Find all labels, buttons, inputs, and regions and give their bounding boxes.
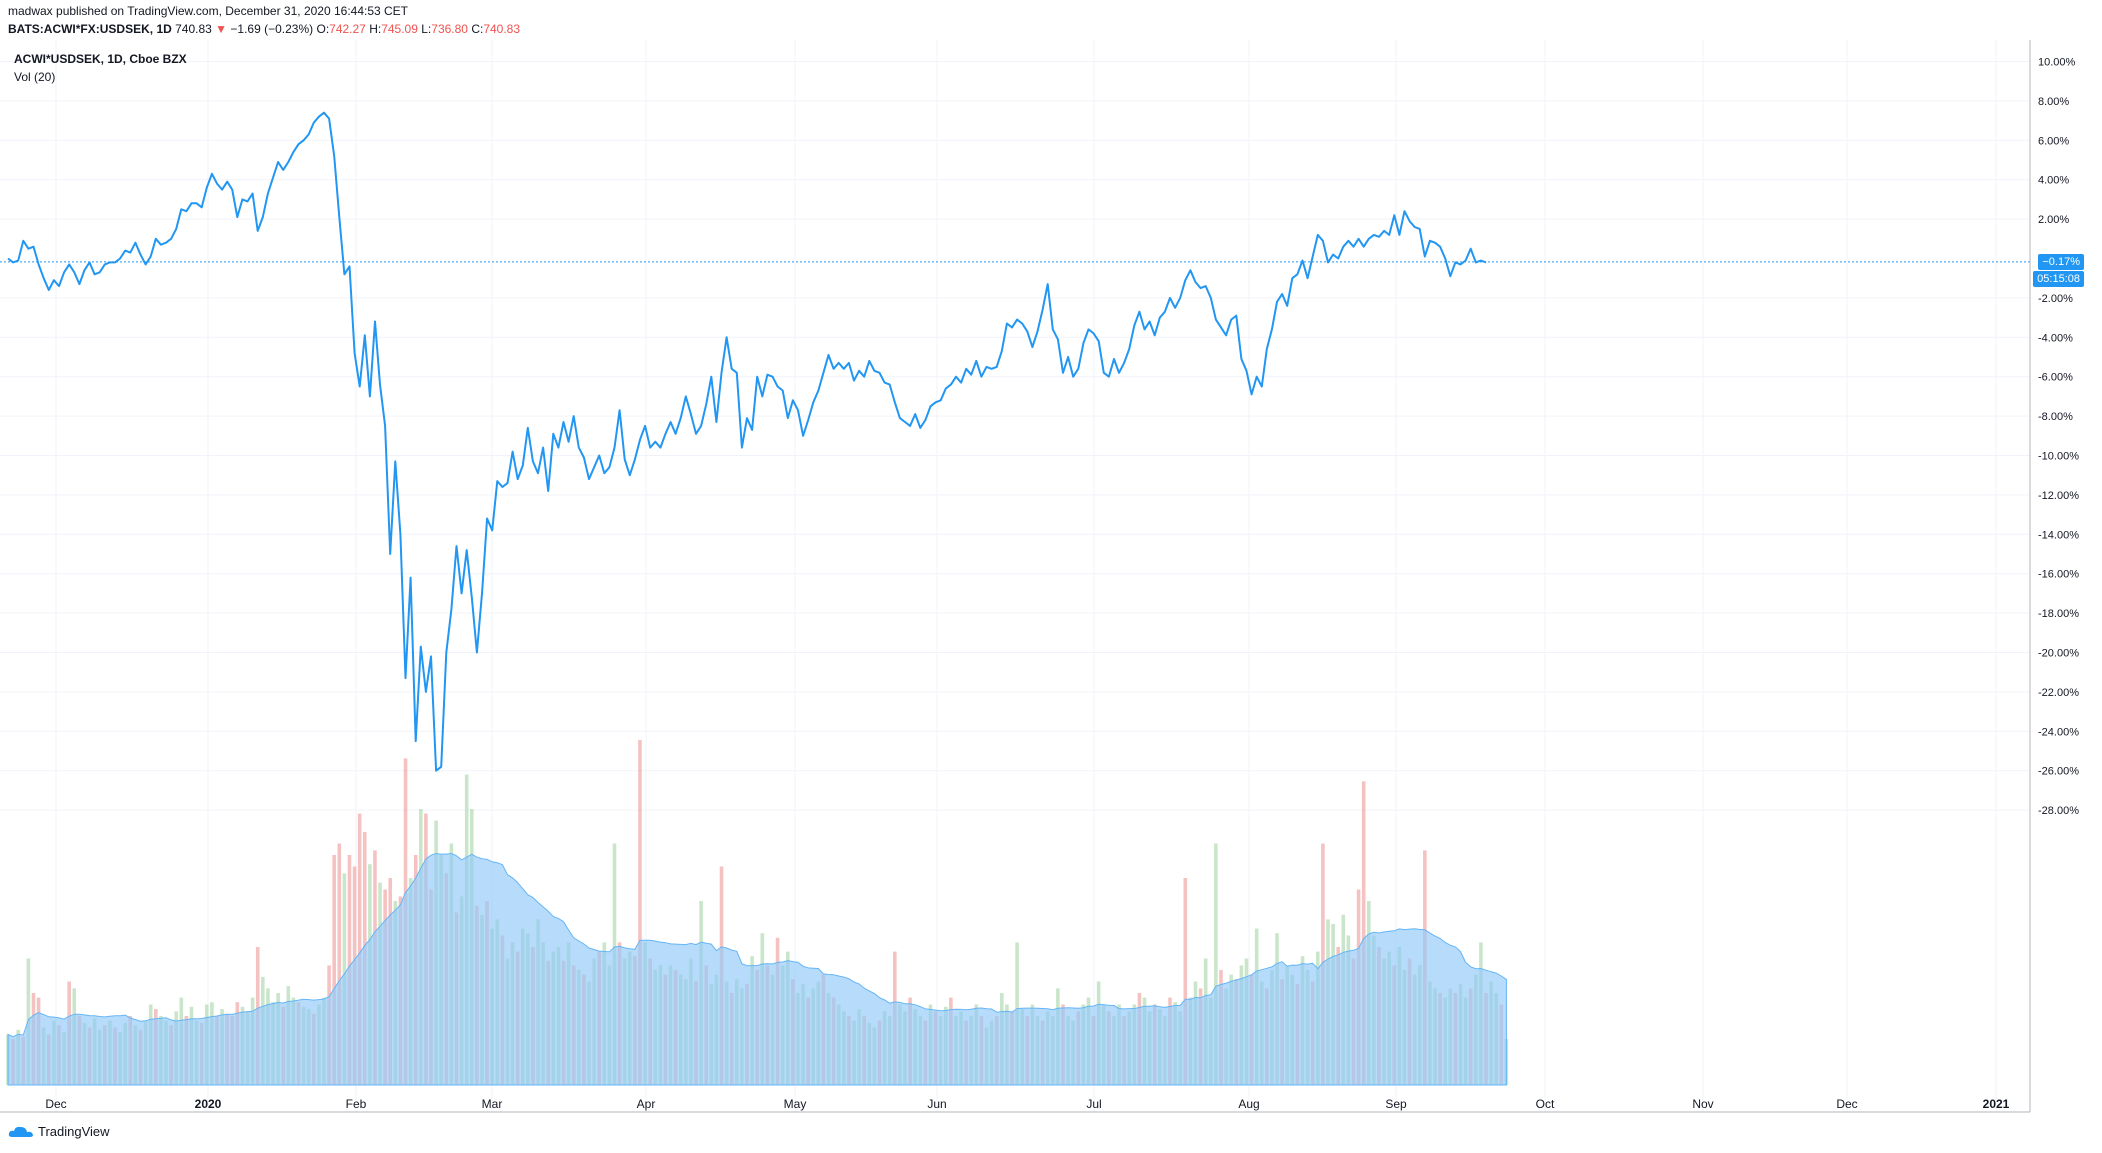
x-tick-label: 2020 bbox=[195, 1097, 222, 1111]
y-tick-label: 8.00% bbox=[2038, 96, 2069, 108]
y-tick-label: -22.00% bbox=[2038, 687, 2079, 699]
y-tick-label: -4.00% bbox=[2038, 332, 2073, 344]
y-tick-label: -16.00% bbox=[2038, 569, 2079, 581]
y-tick-label: 2.00% bbox=[2038, 214, 2069, 226]
x-tick-label: Feb bbox=[346, 1097, 367, 1111]
volume-bar bbox=[1214, 843, 1218, 1085]
y-axis: 10.00% 8.00% 6.00% 4.00% 2.00% -2.00% -4.00% -6… bbox=[2038, 57, 2079, 818]
x-tick-label: Nov bbox=[1692, 1097, 1713, 1111]
price-line bbox=[7, 111, 1487, 772]
x-tick-label: May bbox=[784, 1097, 807, 1111]
x-tick-label: Dec bbox=[45, 1097, 66, 1111]
y-tick-label: -6.00% bbox=[2038, 372, 2073, 384]
y-tick-label: 4.00% bbox=[2038, 175, 2069, 187]
last-value-badge: −0.17% bbox=[2038, 253, 2084, 270]
low-label: L: bbox=[421, 22, 432, 36]
down-arrow-icon: ▼ bbox=[215, 22, 228, 36]
countdown-badge: 05:15:08 bbox=[2033, 270, 2084, 287]
symbol-title: BATS:ACWI*FX:USDSEK, 1D bbox=[8, 22, 172, 36]
x-tick-label: Dec bbox=[1836, 1097, 1857, 1111]
high-label: H: bbox=[369, 22, 382, 36]
volume-ma-area bbox=[7, 852, 1507, 1086]
x-tick-label: Sep bbox=[1385, 1097, 1407, 1111]
volume-bar bbox=[337, 843, 342, 1085]
chart-grid bbox=[0, 40, 2030, 1112]
close-label: C: bbox=[471, 22, 484, 36]
y-tick-label: -2.00% bbox=[2038, 293, 2073, 305]
x-tick-label: Apr bbox=[637, 1097, 656, 1111]
x-tick-label: 2021 bbox=[1983, 1097, 2010, 1111]
price-change: −1.69 (−0.23%) bbox=[230, 22, 314, 36]
tradingview-logo[interactable]: TradingView bbox=[8, 1124, 110, 1139]
open-label: O: bbox=[316, 22, 330, 36]
last-price: 740.83 bbox=[175, 22, 212, 36]
x-tick-label: Oct bbox=[1536, 1097, 1555, 1111]
cloud-icon bbox=[8, 1126, 34, 1137]
low-value: 736.80 bbox=[431, 22, 468, 36]
x-tick-label: Jul bbox=[1086, 1097, 1101, 1111]
y-tick-label: -18.00% bbox=[2038, 608, 2079, 620]
y-tick-label: 10.00% bbox=[2038, 57, 2076, 69]
y-tick-label: -26.00% bbox=[2038, 766, 2079, 778]
volume-bar bbox=[357, 813, 362, 1085]
y-tick-label: -10.00% bbox=[2038, 451, 2079, 463]
high-value: 745.09 bbox=[381, 22, 418, 36]
y-tick-label: -20.00% bbox=[2038, 648, 2079, 660]
x-tick-label: Aug bbox=[1238, 1097, 1259, 1111]
x-tick-label: Jun bbox=[927, 1097, 946, 1111]
open-value: 742.27 bbox=[329, 22, 366, 36]
volume-legend[interactable]: Vol (20) bbox=[14, 70, 56, 84]
y-tick-label: -24.00% bbox=[2038, 726, 2079, 738]
y-tick-label: -8.00% bbox=[2038, 411, 2073, 423]
volume-bar bbox=[1361, 781, 1366, 1085]
y-tick-label: -14.00% bbox=[2038, 529, 2079, 541]
volume-bar bbox=[1183, 878, 1188, 1085]
y-tick-label: -12.00% bbox=[2038, 490, 2079, 502]
y-tick-label: -28.00% bbox=[2038, 805, 2079, 817]
x-axis: Dec 2020 Feb Mar Apr May Jun Jul Aug Sep Oct Nov Dec… bbox=[45, 1097, 2009, 1111]
volume-bar bbox=[638, 740, 642, 1085]
publication-line: madwax published on TradingView.com, Dec… bbox=[8, 4, 409, 18]
brand-name: TradingView bbox=[38, 1124, 110, 1139]
series-legend[interactable]: ACWI*USDSEK, 1D, Cboe BZX bbox=[14, 52, 187, 66]
y-tick-label: 6.00% bbox=[2038, 135, 2069, 147]
ohlc-line: BATS:ACWI*FX:USDSEK, 1D 740.83 ▼ −1.69 (… bbox=[8, 22, 520, 36]
close-value: 740.83 bbox=[483, 22, 521, 36]
x-tick-label: Mar bbox=[482, 1097, 503, 1111]
volume-bar bbox=[332, 855, 336, 1085]
